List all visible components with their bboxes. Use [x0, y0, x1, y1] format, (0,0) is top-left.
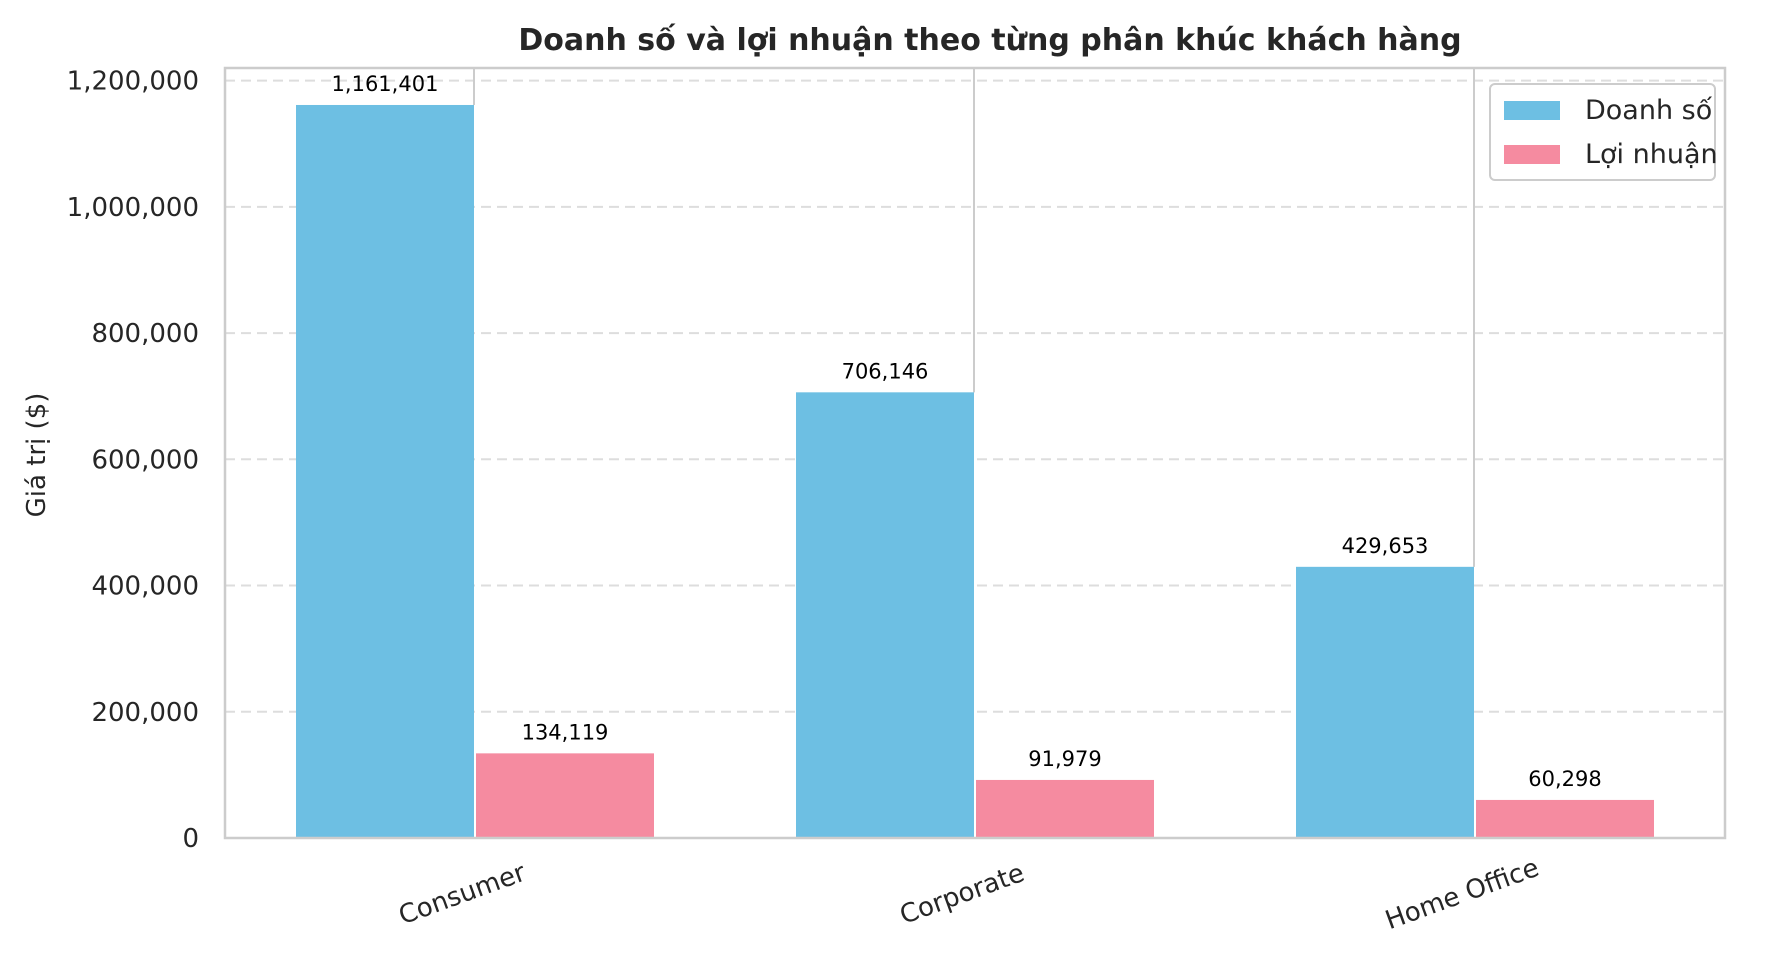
bars [296, 104, 1654, 838]
legend: Doanh số Lợi nhuận [1489, 83, 1718, 181]
y-tick-label: 0 [182, 824, 199, 854]
plot-frame [223, 66, 1727, 840]
connector-lines [473, 68, 1475, 567]
y-tick-label: 1,200,000 [67, 67, 199, 97]
data-label: 91,979 [1028, 747, 1101, 771]
data-label: 134,119 [522, 720, 609, 744]
x-tick-label: Consumer [395, 858, 530, 932]
y-tick-label: 800,000 [91, 319, 199, 349]
y-tick-label: 600,000 [91, 445, 199, 475]
bar-loi-nhuan [976, 779, 1154, 838]
y-tick-label: 1,000,000 [67, 193, 199, 223]
bar-doanh-so [296, 104, 474, 838]
bar-loi-nhuan [476, 753, 654, 838]
bar-doanh-so [1296, 566, 1474, 838]
y-tick-label: 400,000 [91, 572, 199, 602]
y-tick-label: 200,000 [91, 698, 199, 728]
x-tick-label: Corporate [896, 858, 1028, 931]
bar-loi-nhuan [1476, 799, 1654, 838]
legend-label: Lợi nhuận [1585, 139, 1718, 170]
data-labels: 1,161,401 706,146 429,653 134,119 91,979 60,2… [332, 72, 1602, 791]
data-label: 60,298 [1528, 767, 1601, 791]
x-tick-label: Home Office [1382, 853, 1544, 936]
data-label: 1,161,401 [332, 72, 439, 96]
chart-title: Doanh số và lợi nhuận theo từng phân khú… [518, 23, 1461, 58]
y-axis-label: Giá trị ($) [22, 393, 52, 518]
data-label: 429,653 [1342, 534, 1429, 558]
data-label: 706,146 [842, 359, 929, 383]
legend-swatch-doanh-so [1504, 101, 1560, 120]
bar-doanh-so [796, 392, 974, 838]
legend-swatch-loi-nhuan [1504, 145, 1560, 164]
legend-label: Doanh số [1585, 95, 1713, 126]
